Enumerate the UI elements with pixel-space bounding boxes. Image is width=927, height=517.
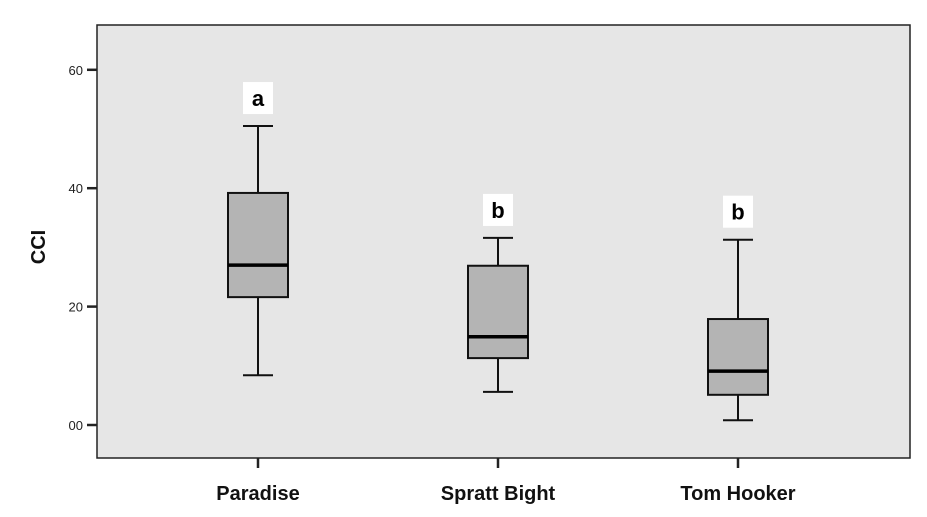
y-tick-label: 40 — [69, 181, 83, 196]
x-tick-label: Paradise — [216, 483, 299, 505]
x-tick-label: Spratt Bight — [441, 483, 556, 505]
y-tick-label: 60 — [69, 63, 83, 78]
iqr-box — [227, 191, 289, 299]
y-tick-label: 20 — [69, 300, 83, 315]
letter-label-bg — [243, 82, 273, 115]
y-axis-label: CCI — [28, 230, 50, 264]
letter-label-bg — [723, 195, 753, 228]
iqr-box — [467, 264, 529, 360]
significance-letter: a — [252, 86, 265, 111]
iqr-box — [707, 318, 769, 396]
significance-letter: b — [491, 198, 504, 223]
significance-letter: b — [731, 200, 744, 225]
box-group: b — [707, 195, 769, 422]
box-group: b — [467, 193, 529, 393]
box-group: a — [227, 82, 289, 377]
x-tick-label: Tom Hooker — [680, 483, 795, 505]
plot-area — [96, 24, 911, 459]
y-tick-label: 00 — [69, 418, 83, 433]
letter-label-bg — [483, 193, 513, 226]
